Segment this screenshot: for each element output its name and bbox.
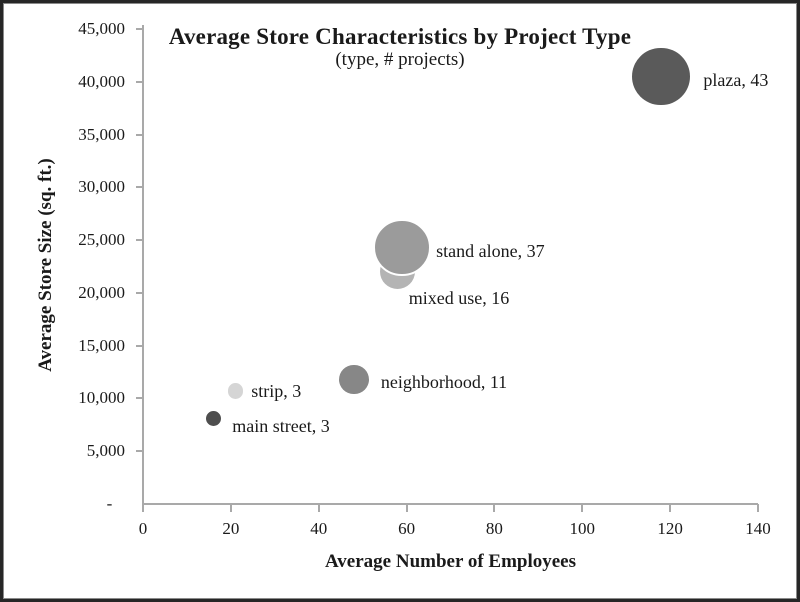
bubble-plaza — [632, 47, 691, 106]
chart-subtitle: (type, # projects) — [335, 49, 465, 70]
y-tick-mark — [136, 133, 143, 136]
y-tick-label: 15,000 — [78, 335, 125, 355]
y-tick-label: 25,000 — [78, 230, 125, 250]
bubble-label-stand-alone: stand alone, 37 — [436, 240, 545, 261]
y-tick-mark — [136, 28, 143, 30]
bubble-label-strip: strip, 3 — [251, 381, 302, 402]
y-tick-label: 45,000 — [78, 19, 125, 38]
y-tick-mark — [136, 186, 143, 189]
x-tick-label: 140 — [745, 519, 771, 538]
y-tick-label: 10,000 — [78, 388, 125, 408]
x-tick-mark — [493, 504, 496, 512]
x-axis-title: Average Number of Employees — [325, 551, 576, 572]
x-tick-mark — [317, 504, 320, 512]
y-tick-mark — [136, 239, 143, 242]
bubble-neighborhood — [339, 364, 369, 395]
x-tick-label: 60 — [398, 519, 416, 538]
x-axis-line — [142, 503, 758, 505]
x-tick-mark — [142, 504, 144, 512]
y-tick-mark — [136, 291, 143, 294]
y-tick-label: 5,000 — [86, 441, 125, 461]
x-tick-label: 0 — [138, 519, 148, 538]
chart-title: Average Store Characteristics by Project… — [168, 24, 632, 49]
x-tick-label: 120 — [657, 519, 683, 538]
x-tick-label: 100 — [569, 519, 596, 538]
bubble-label-main-street: main street, 3 — [232, 415, 330, 436]
bubble-label-plaza: plaza, 43 — [703, 69, 769, 90]
bubble-main-street — [205, 410, 221, 427]
y-axis-line — [142, 25, 144, 504]
y-tick-label: 20,000 — [78, 282, 125, 302]
bubble-label-mixed-use: mixed use, 16 — [408, 287, 510, 308]
y-tick-label: 30,000 — [78, 177, 125, 197]
x-tick-mark — [581, 504, 584, 512]
x-tick-label: 80 — [485, 519, 503, 538]
y-tick-label: 40,000 — [78, 71, 125, 91]
x-tick-mark — [669, 504, 672, 512]
y-tick-label: - — [106, 494, 125, 513]
x-tick-mark — [405, 504, 408, 512]
y-tick-mark — [136, 397, 143, 400]
y-tick-label: 35,000 — [78, 124, 125, 144]
y-tick-mark — [136, 344, 143, 347]
x-tick-label: 40 — [310, 519, 328, 538]
bubble-strip — [227, 383, 243, 399]
x-tick-label: 20 — [222, 519, 240, 538]
y-tick-mark — [136, 450, 143, 453]
x-tick-mark — [229, 504, 232, 512]
bubble-stand-alone — [373, 218, 432, 277]
bubble-label-neighborhood: neighborhood, 11 — [380, 372, 508, 393]
x-tick-mark — [757, 504, 759, 512]
y-tick-mark — [136, 80, 143, 83]
